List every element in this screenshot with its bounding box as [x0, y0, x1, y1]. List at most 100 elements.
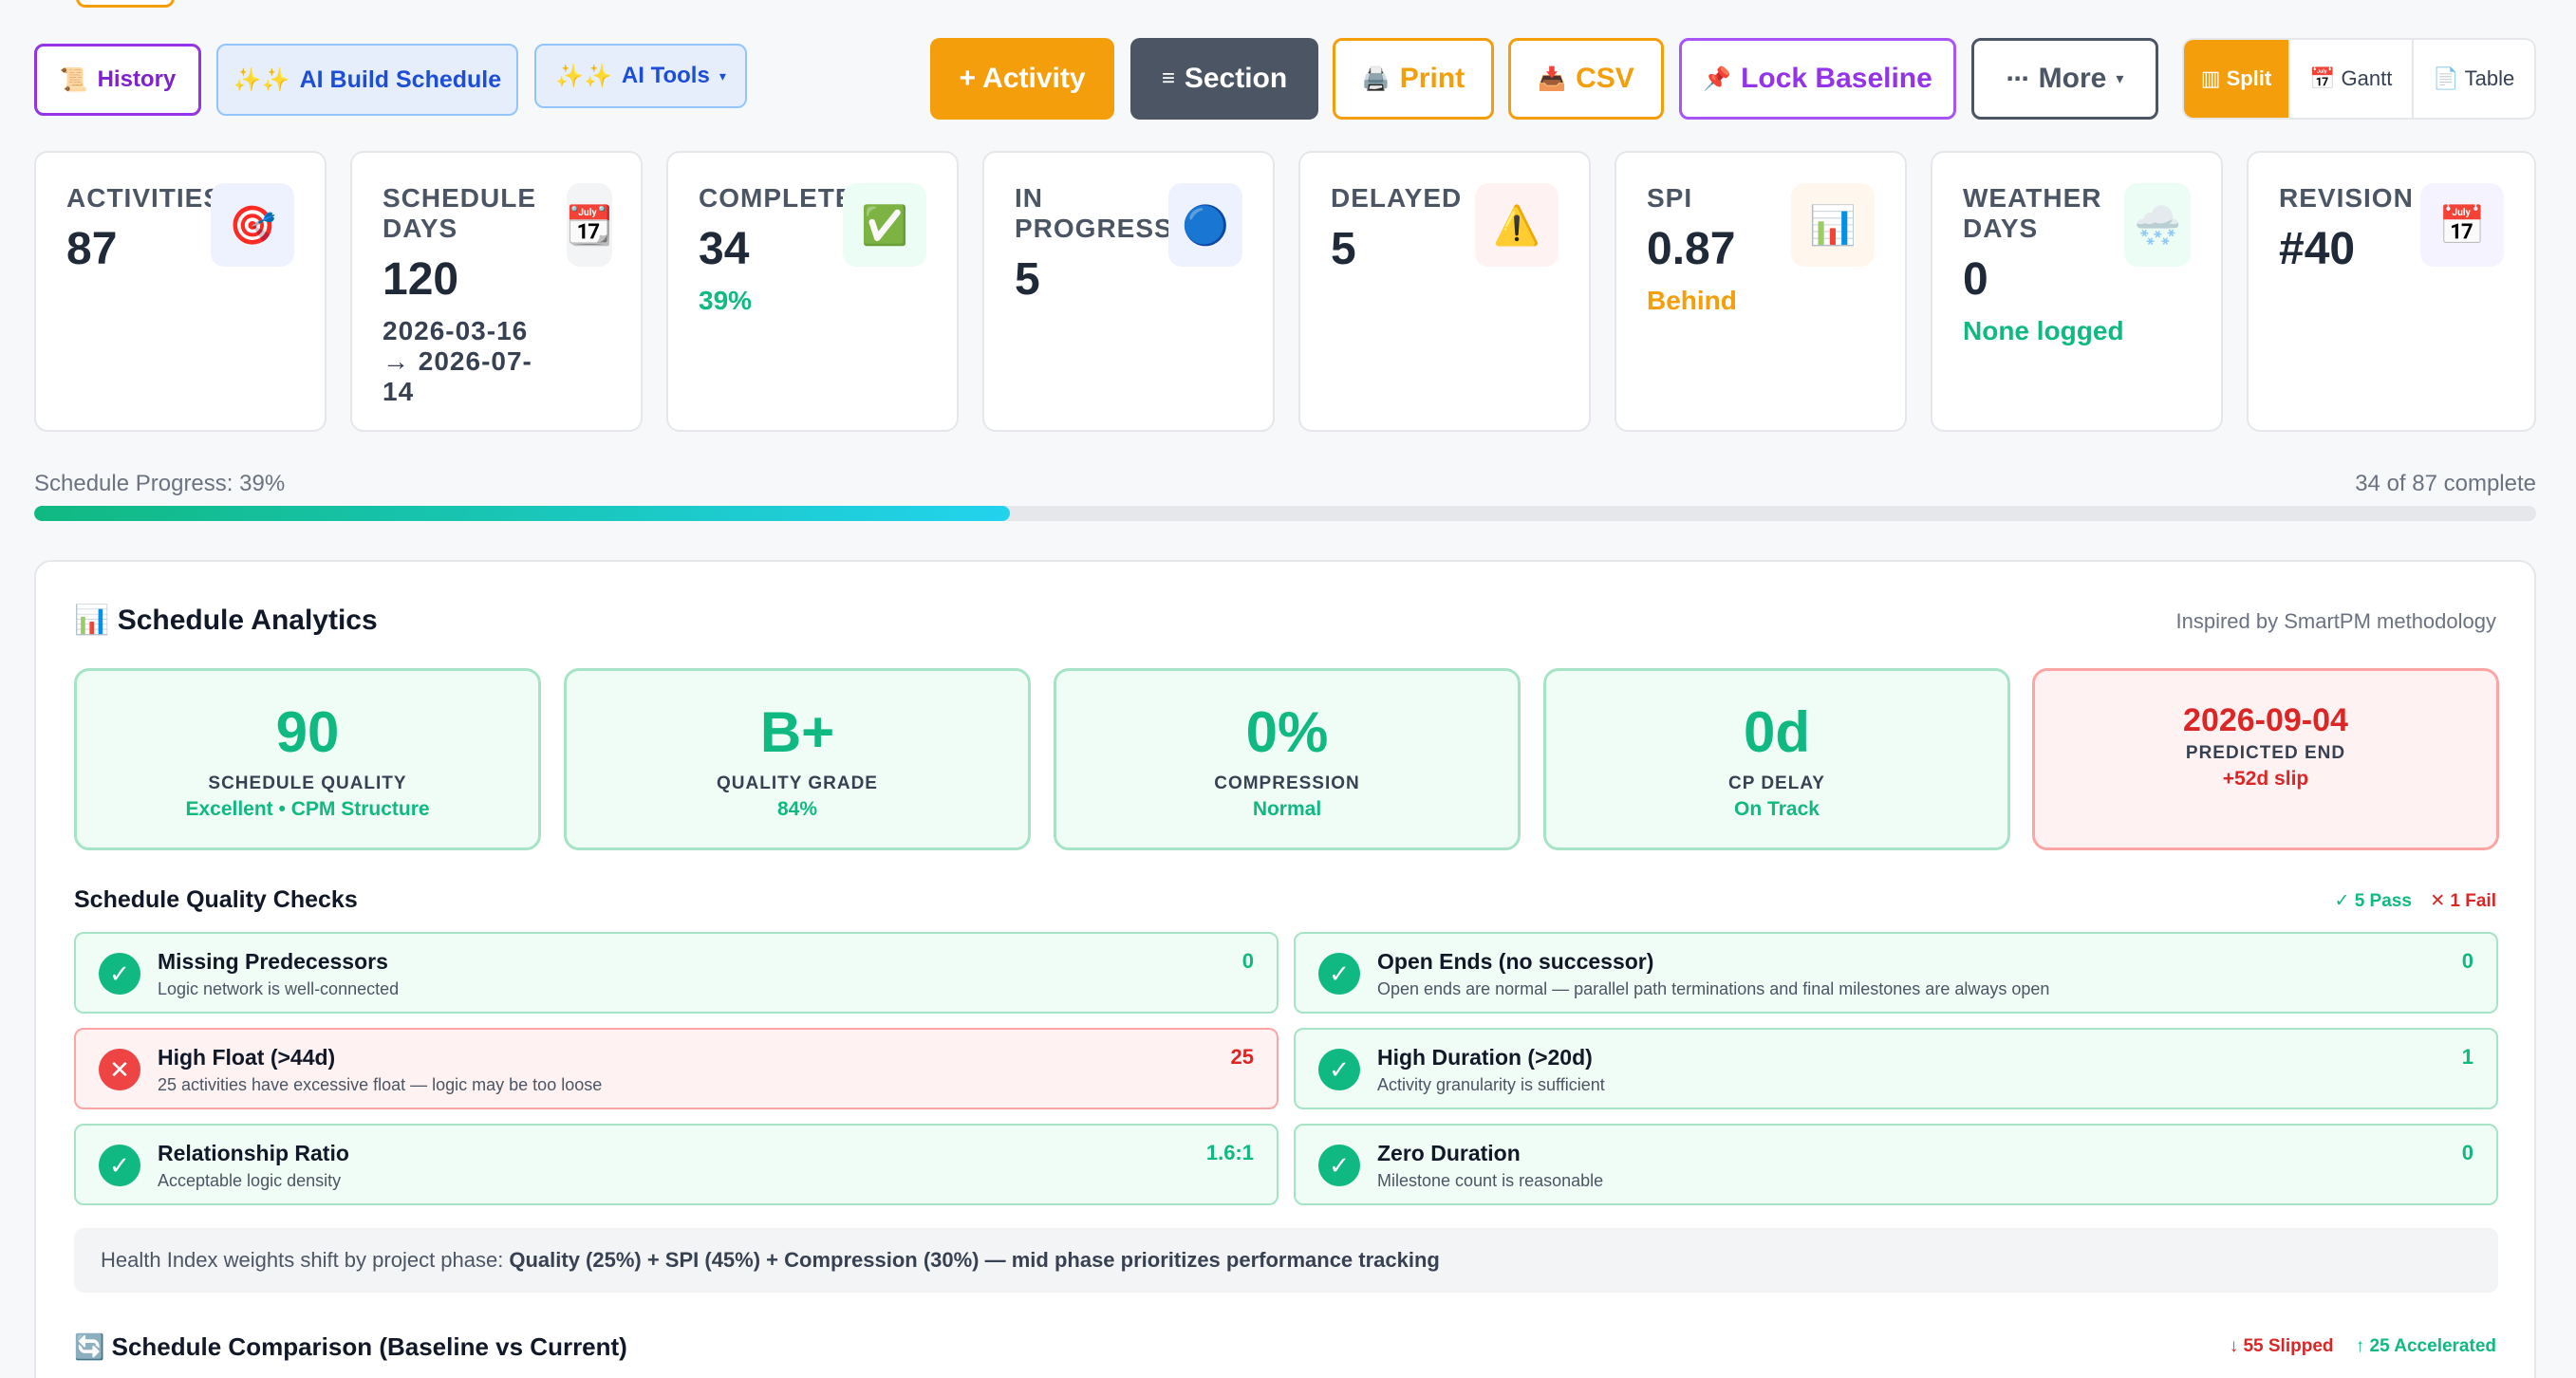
lock-baseline-label: Lock Baseline: [1741, 63, 1932, 94]
progress-label: Schedule Progress: 39%: [34, 471, 286, 496]
check-description: Activity granularity is sufficient: [1377, 1075, 1605, 1094]
chevron-down-icon: ▾: [719, 67, 726, 84]
check-title: High Duration (>20d): [1377, 1045, 1593, 1070]
chevron-down-icon: ▾: [2116, 71, 2124, 87]
fail-count: ✕ 1 Fail: [2430, 891, 2496, 911]
check-value: 0: [1241, 949, 1254, 973]
split-view-icon: ▥: [2200, 66, 2221, 90]
view-split-button[interactable]: ▥ Split: [2184, 40, 2290, 118]
check-description: Logic network is well-connected: [158, 979, 400, 998]
check-value: 0: [2461, 1141, 2473, 1164]
schedule-comparison-title: 🔄 Schedule Comparison (Baseline vs Curre…: [74, 1332, 627, 1361]
stat-label: ACTIVITIES: [66, 183, 223, 213]
view-table-label: Table: [2464, 66, 2515, 90]
check-value: 1.6:1: [1205, 1141, 1254, 1164]
metric-note: Excellent • CPM Structure: [185, 798, 430, 820]
stat-label: COMPLETE: [699, 183, 854, 213]
printer-icon: 🖨️: [1361, 65, 1391, 92]
add-section-button[interactable]: ≡ Section: [1130, 38, 1318, 120]
check-zero-duration: ✓ Zero Duration Milestone count is reaso…: [1294, 1124, 2498, 1205]
csv-label: CSV: [1576, 63, 1634, 94]
check-open-ends: ✓ Open Ends (no successor) Open ends are…: [1294, 932, 2498, 1014]
check-pass-icon: ✓: [1318, 953, 1360, 995]
stat-value: #40: [2279, 224, 2356, 274]
sparkles-icon: ✨✨: [555, 63, 612, 89]
collapsed-tab-stub: [76, 0, 175, 8]
stat-label: REVISION: [2279, 183, 2414, 213]
pushpin-icon: 📌: [1703, 65, 1732, 92]
stat-label: IN PROGRESS: [1015, 183, 1173, 243]
stat-label: WEATHER DAYS: [1963, 183, 2102, 243]
target-icon: 🎯: [211, 183, 294, 267]
ai-tools-label: AI Tools: [621, 63, 710, 88]
check-pass-icon: ✓: [99, 953, 140, 995]
accelerated-count: ↑ 25 Accelerated: [2355, 1336, 2496, 1356]
stat-card-spi: SPI 0.87 Behind 📊: [1615, 151, 1907, 432]
pass-count: ✓ 5 Pass: [2334, 891, 2412, 911]
stat-date-range: 2026-03-16 → 2026-07-14: [383, 316, 532, 406]
check-pass-icon: ✓: [99, 1145, 140, 1186]
check-value: 0: [2461, 949, 2473, 973]
stat-card-delayed: DELAYED 5 ⚠️: [1298, 151, 1591, 432]
print-button[interactable]: 🖨️ Print: [1333, 38, 1494, 120]
stat-card-schedule-days: SCHEDULE DAYS 120 2026-03-16 → 2026-07-1…: [350, 151, 643, 432]
metric-cp-delay: 0d CP DELAY On Track: [1543, 668, 2010, 850]
stats-row: ACTIVITIES 87 🎯 SCHEDULE DAYS 120 2026-0…: [34, 151, 2536, 432]
panel-title: 📊 Schedule Analytics: [74, 605, 378, 636]
view-toggle-group: ▥ Split 📅 Gantt 📄 Table: [2182, 38, 2536, 120]
metric-value: 0d: [1743, 700, 1811, 764]
progress-bar-fill: [34, 506, 1011, 521]
check-mark-icon: ✅: [843, 183, 926, 267]
stat-value: 120: [383, 254, 459, 305]
metric-schedule-quality: 90 SCHEDULE QUALITY Excellent • CPM Stru…: [74, 668, 541, 850]
check-relationship-ratio: ✓ Relationship Ratio Acceptable logic de…: [74, 1124, 1279, 1205]
history-button[interactable]: 📜 History: [34, 44, 201, 116]
stat-card-revision: REVISION #40 📅: [2247, 151, 2536, 432]
stat-label: DELAYED: [1331, 183, 1463, 213]
stat-status: None logged: [1963, 316, 2124, 345]
page-icon: 📄: [2433, 66, 2459, 90]
metric-compression: 0% COMPRESSION Normal: [1054, 668, 1521, 850]
snow-cloud-icon: 🌨️: [2124, 183, 2191, 267]
csv-export-button[interactable]: 📥 CSV: [1508, 38, 1664, 120]
calendar-icon: 📅: [2309, 66, 2336, 90]
weights-prefix: Health Index weights shift by project ph…: [101, 1248, 504, 1272]
stat-value: 34: [699, 224, 750, 274]
add-activity-button[interactable]: + Activity: [930, 38, 1114, 120]
weights-detail: Quality (25%) + SPI (45%) + Compression …: [509, 1248, 1440, 1272]
metric-note: 84%: [776, 798, 818, 820]
ai-build-label: AI Build Schedule: [299, 65, 502, 93]
metric-value: 90: [275, 700, 340, 764]
more-dropdown[interactable]: ⋯ More ▾: [1971, 38, 2158, 120]
schedule-comparison-stats: ↓ 55 Slipped ↑ 25 Accelerated: [2230, 1336, 2496, 1357]
stat-value: 5: [1331, 224, 1356, 274]
ai-tools-dropdown[interactable]: ✨✨ AI Tools ▾: [534, 44, 747, 108]
check-value: 1: [2461, 1045, 2473, 1069]
metric-note: Normal: [1252, 798, 1322, 820]
lock-baseline-button[interactable]: 📌 Lock Baseline: [1679, 38, 1956, 120]
toolbar: 📜 History ✨✨ AI Build Schedule ✨✨ AI Too…: [34, 38, 2536, 120]
quality-checks-title: Schedule Quality Checks: [74, 886, 358, 913]
stat-card-activities: ACTIVITIES 87 🎯: [34, 151, 327, 432]
history-label: History: [97, 66, 177, 92]
ellipsis-icon: ⋯: [2006, 65, 2029, 92]
menu-lines-icon: ≡: [1161, 65, 1175, 91]
view-split-label: Split: [2226, 66, 2272, 90]
quality-checks-summary: ✓ 5 Pass ✕ 1 Fail: [2335, 890, 2496, 912]
methodology-note: Inspired by SmartPM methodology: [2175, 609, 2497, 633]
ai-build-schedule-button[interactable]: ✨✨ AI Build Schedule: [216, 44, 518, 116]
view-table-button[interactable]: 📄 Table: [2414, 40, 2535, 118]
view-gantt-button[interactable]: 📅 Gantt: [2290, 40, 2414, 118]
metric-caption: COMPRESSION: [1214, 773, 1360, 793]
check-high-duration: ✓ High Duration (>20d) Activity granular…: [1294, 1028, 2498, 1109]
check-pass-icon: ✓: [1318, 1145, 1360, 1186]
stat-percent: 39%: [699, 286, 753, 315]
more-label: More: [2038, 63, 2107, 94]
check-title: Relationship Ratio: [158, 1141, 349, 1165]
stat-value: 0: [1963, 254, 1988, 305]
stat-label: SPI: [1647, 183, 1693, 213]
print-label: Print: [1399, 63, 1465, 94]
progress-bar: [34, 506, 2536, 521]
health-index-weights-note: Health Index weights shift by project ph…: [74, 1228, 2498, 1293]
blue-circle-icon: 🔵: [1168, 183, 1242, 267]
